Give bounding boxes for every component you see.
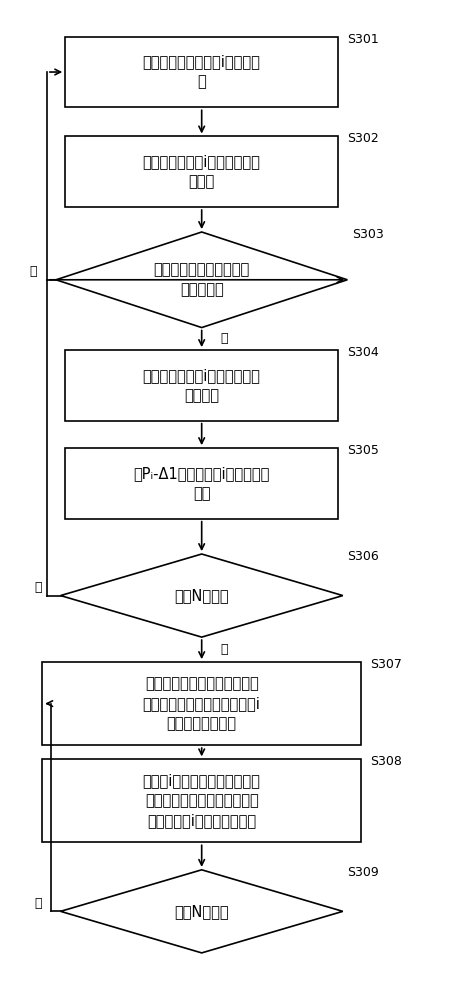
Text: 否: 否 (34, 581, 42, 594)
Text: S301: S301 (347, 33, 379, 46)
Text: 检测当以各自的最大发射功率
向其它信道中发射信号时信道i
中接收的信号功率: 检测当以各自的最大发射功率 向其它信道中发射信号时信道i 中接收的信号功率 (143, 676, 261, 731)
Text: 否: 否 (34, 897, 42, 910)
Text: 否: 否 (221, 332, 228, 345)
FancyBboxPatch shape (65, 136, 338, 207)
FancyBboxPatch shape (42, 662, 361, 745)
Polygon shape (60, 554, 343, 637)
Text: S309: S309 (347, 866, 379, 879)
Text: S303: S303 (352, 228, 384, 241)
Polygon shape (60, 870, 343, 953)
Text: 遍历N个信道: 遍历N个信道 (174, 588, 229, 603)
Text: S304: S304 (347, 346, 379, 359)
Text: S307: S307 (370, 658, 402, 671)
Text: 是: 是 (221, 643, 228, 656)
Text: 接收与所述信道i相邻的信道上
的信号: 接收与所述信道i相邻的信道上 的信号 (143, 154, 261, 189)
Polygon shape (56, 232, 347, 328)
FancyBboxPatch shape (65, 448, 338, 519)
Text: 以预设的功率向信道i中发射信
号: 以预设的功率向信道i中发射信 号 (143, 55, 261, 89)
Text: S306: S306 (347, 550, 379, 563)
FancyBboxPatch shape (42, 759, 361, 842)
Text: S302: S302 (347, 132, 379, 145)
FancyBboxPatch shape (65, 350, 338, 421)
Text: 调整向所述信道i中发射信号的
发射功率: 调整向所述信道i中发射信号的 发射功率 (143, 368, 261, 403)
Text: 是: 是 (29, 265, 37, 278)
FancyBboxPatch shape (65, 37, 338, 107)
Text: 接收到的信号的质量满足
预设的条件: 接收到的信号的质量满足 预设的条件 (153, 262, 250, 297)
Text: 遍历N个信道: 遍历N个信道 (174, 904, 229, 919)
Text: 将信道i中接收的信号的功率加
上预设的第二功率值的结果作
为所述信道i的载波侦听门限: 将信道i中接收的信号的功率加 上预设的第二功率值的结果作 为所述信道i的载波侦听… (143, 774, 261, 828)
Text: S305: S305 (347, 444, 379, 457)
Text: S308: S308 (370, 755, 402, 768)
Text: 将Pᵢ-Δ1确定为信道i的门限发射
功率: 将Pᵢ-Δ1确定为信道i的门限发射 功率 (133, 466, 270, 501)
